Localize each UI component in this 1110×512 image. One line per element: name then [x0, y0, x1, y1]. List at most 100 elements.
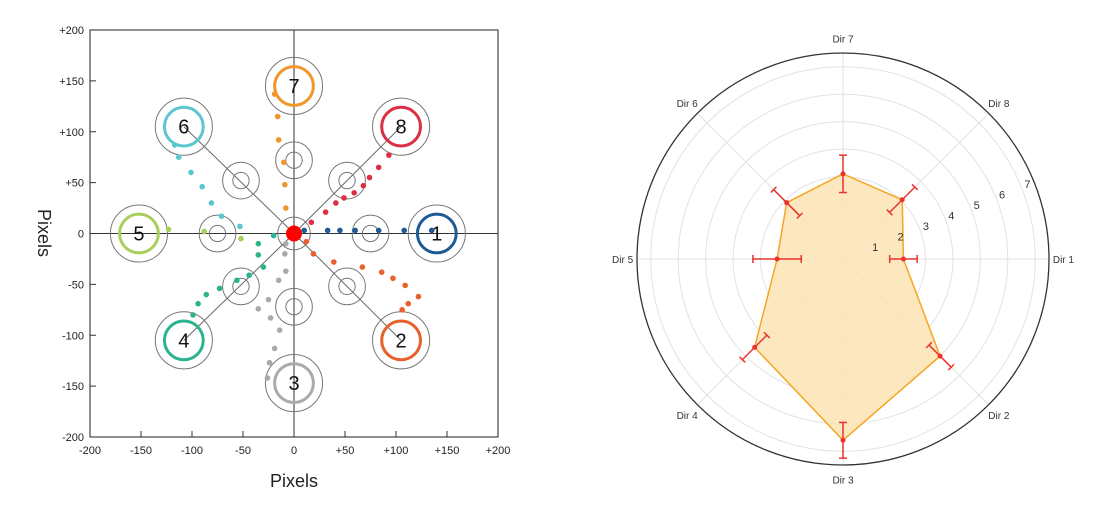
target-outer-ring [372, 97, 431, 156]
data-point [899, 197, 905, 203]
target-label: 2 [396, 330, 407, 352]
direction-label: Dir 3 [832, 475, 854, 486]
trajectory-point-dir-5 [165, 226, 172, 233]
direction-label: Dir 7 [832, 35, 854, 46]
trajectory-point-dir-1 [352, 227, 359, 234]
x-tick-label: +100 [384, 445, 409, 457]
trajectory-point-dir-4 [216, 285, 223, 292]
data-point [752, 344, 758, 350]
trajectory-point-dir-8 [341, 195, 347, 201]
trajectory-point-dir-1 [337, 227, 343, 234]
y-tick-label: +150 [59, 76, 84, 88]
data-point [840, 437, 846, 443]
y-tick-label: 0 [78, 229, 84, 241]
trajectory-point-dir-8 [351, 190, 357, 196]
trajectory-point-dir-4 [234, 277, 240, 284]
trajectory-point-dir-4 [260, 264, 267, 270]
trajectory-point-dir-4 [255, 252, 262, 258]
target-label: 5 [133, 224, 144, 246]
trajectory-point-dir-1 [375, 227, 382, 234]
origin-marker [286, 225, 302, 242]
y-tick-label: -200 [62, 432, 84, 444]
error-bar-cap [796, 212, 804, 220]
trajectory-point-dir-7 [271, 91, 278, 97]
intermediate-target-inner [361, 224, 380, 243]
target-guide-line [183, 233, 295, 341]
target-label: 1 [431, 224, 442, 246]
trajectory-point-dir-2 [330, 259, 337, 265]
error-bar-cap [770, 186, 778, 194]
trajectory-point-dir-3 [283, 268, 289, 274]
trajectory-point-dir-6 [188, 169, 194, 176]
trajectory-point-dir-7 [282, 181, 288, 188]
x-tick-label: -200 [79, 445, 101, 457]
trajectory-point-dir-2 [390, 275, 396, 282]
trajectory-point-dir-4 [246, 272, 252, 279]
error-bar-cap [947, 363, 955, 371]
y-tick-label: +50 [65, 178, 84, 190]
radial-tick-label: 2 [897, 231, 903, 243]
direction-label: Dir 8 [988, 99, 1010, 110]
target-outer-ring [264, 56, 324, 116]
y-tick-label: -50 [68, 279, 84, 291]
trajectory-point-dir-4 [255, 240, 262, 247]
error-bar-cap [763, 331, 771, 339]
x-tick-label: +150 [435, 445, 460, 457]
target-ring [162, 319, 205, 362]
trajectory-point-dir-1 [428, 227, 435, 234]
data-point [774, 256, 780, 262]
radial-tick-label: 4 [948, 210, 954, 222]
error-bar-cap [886, 209, 893, 216]
y-tick-label: +100 [59, 127, 84, 139]
target-ring [380, 319, 422, 362]
trajectory-point-dir-7 [274, 113, 281, 120]
radial-tick-label: 7 [1024, 179, 1030, 191]
x-tick-label: -150 [130, 445, 152, 457]
intermediate-target-outer [275, 287, 313, 326]
trajectory-point-dir-8 [308, 219, 315, 226]
trajectory-point-dir-8 [375, 164, 382, 171]
x-axis-label: Pixels [270, 471, 318, 491]
trajectory-point-dir-2 [402, 282, 408, 289]
trajectory-point-dir-6 [199, 183, 205, 190]
trajectory-point-dir-3 [267, 315, 274, 321]
intermediate-target-inner [285, 298, 303, 316]
intermediate-target-outer [222, 161, 260, 200]
trajectory-point-dir-3 [283, 240, 289, 247]
radial-tick-label: 1 [872, 242, 878, 254]
data-point [937, 353, 943, 359]
x-tick-label: +200 [486, 445, 511, 457]
trajectory-point-dir-3 [266, 359, 273, 366]
target-label: 6 [178, 117, 189, 139]
center-target-ring [277, 216, 311, 251]
trajectory-point-dir-2 [359, 264, 366, 270]
target-label: 8 [396, 117, 407, 139]
y-tick-label: -100 [62, 330, 84, 342]
trajectory-point-dir-1 [401, 227, 407, 234]
target-label: 4 [178, 330, 189, 352]
trajectory-point-dir-8 [322, 209, 329, 215]
intermediate-target-outer [328, 267, 366, 306]
target-outer-ring [407, 204, 466, 263]
trajectory-point-dir-2 [415, 293, 422, 300]
trajectory-plot: -200 -150 -100 -50 0 +50 +100 +150 +200 +200 +150 +… [34, 25, 510, 491]
target-outer-ring [109, 204, 169, 263]
target-outer-ring [154, 97, 213, 156]
polar-frame [636, 52, 1050, 466]
trajectory-point-dir-3 [276, 327, 283, 333]
trajectory-point-dir-8 [366, 174, 373, 181]
target-ring [415, 212, 458, 255]
trajectory-point-dir-1 [301, 227, 308, 234]
intermediate-target-outer [351, 214, 390, 253]
y-tick-label: +200 [59, 25, 84, 37]
intermediate-target-inner [208, 224, 227, 243]
trajectory-point-dir-3 [265, 296, 272, 303]
intermediate-target-outer [222, 267, 260, 306]
data-point [840, 171, 846, 177]
trajectory-point-dir-8 [360, 182, 367, 189]
target-ring [273, 65, 315, 107]
radar-chart: Dir 1 Dir 2 Dir 3 Dir 4 Dir 5 Dir 6 Dir 7 Dir 8… [612, 35, 1074, 487]
target-label: 3 [288, 373, 299, 395]
radial-tick-label: 5 [974, 200, 980, 212]
trajectory-point-dir-4 [270, 232, 277, 239]
